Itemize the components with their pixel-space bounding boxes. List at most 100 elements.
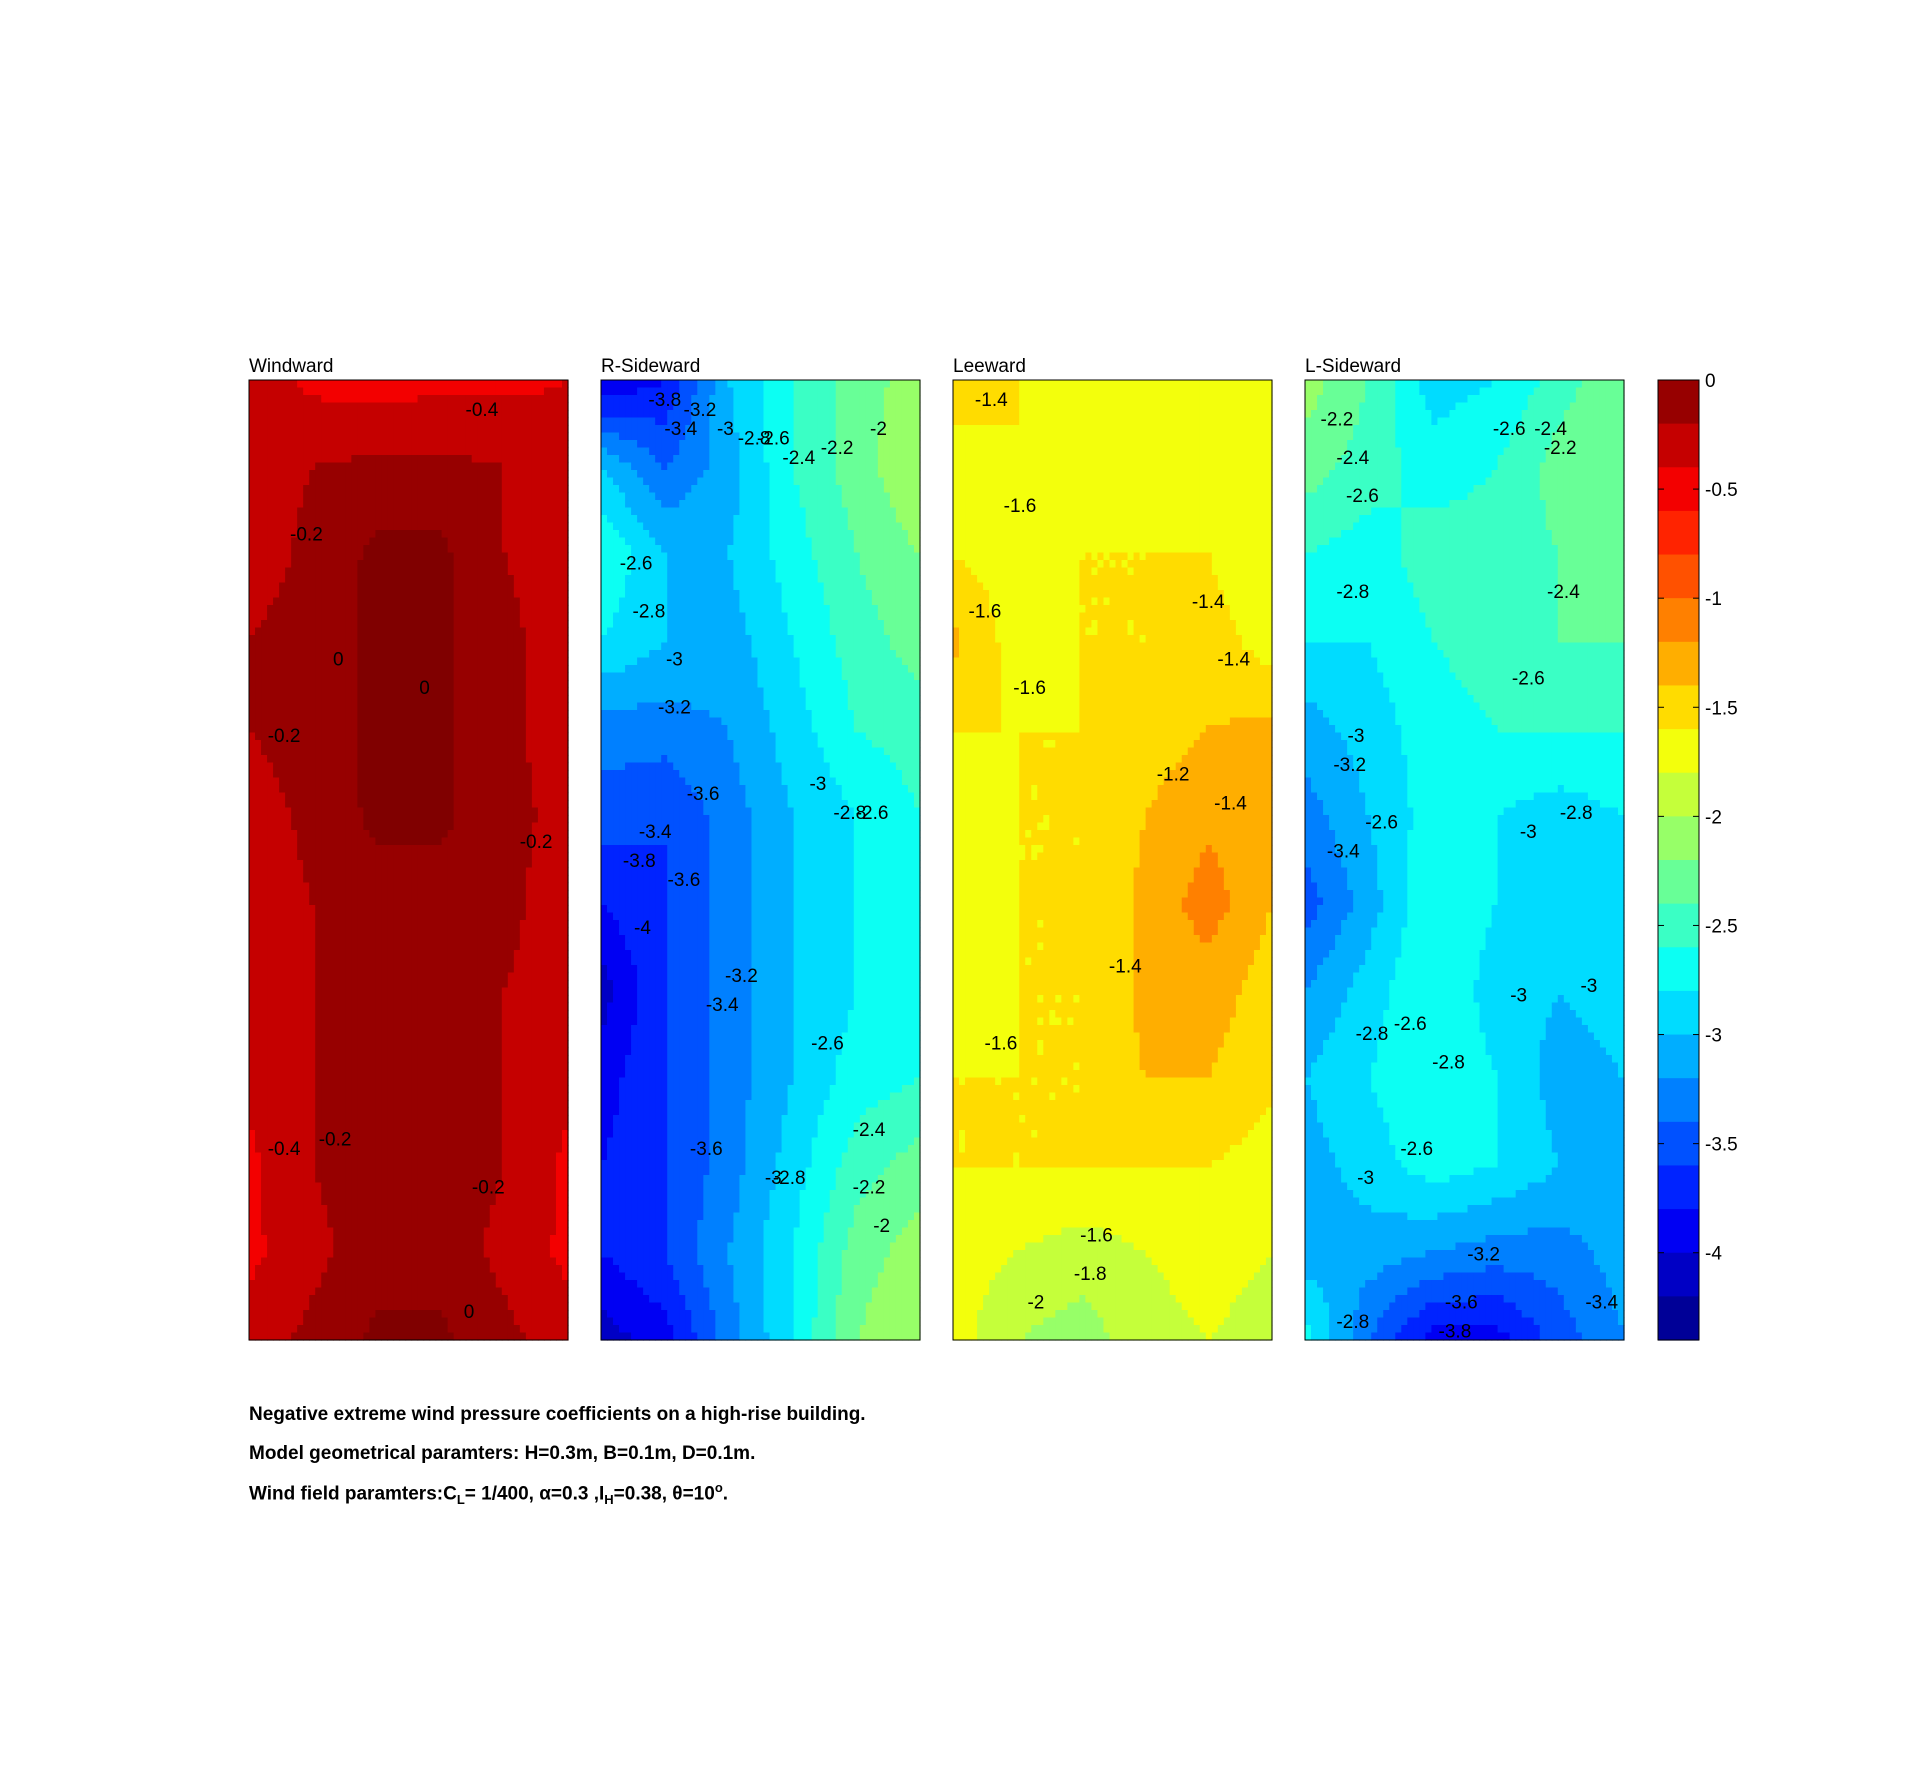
contour-cell <box>375 830 382 838</box>
contour-cell <box>484 568 491 576</box>
contour-cell <box>538 485 545 493</box>
contour-cell <box>279 643 286 651</box>
contour-cell <box>544 605 551 613</box>
contour-cell <box>399 815 406 823</box>
contour-cell <box>285 560 292 568</box>
contour-cell <box>418 740 425 748</box>
contour-cell <box>369 665 376 673</box>
contour-cell <box>430 725 437 733</box>
contour-cell <box>399 755 406 763</box>
contour-cell <box>291 620 298 628</box>
contour-cell <box>291 875 298 883</box>
contour-cell <box>532 635 539 643</box>
contour-cell <box>285 568 292 576</box>
contour-cell <box>321 515 328 523</box>
contour-cell <box>357 740 364 748</box>
contour-cell <box>472 913 479 921</box>
contour-cell <box>424 448 431 456</box>
contour-cell <box>496 905 503 913</box>
contour-cell <box>273 388 280 396</box>
contour-cell <box>297 875 304 883</box>
contour-cell <box>351 785 358 793</box>
contour-cell <box>466 500 473 508</box>
contour-cell <box>345 673 352 681</box>
contour-cell <box>424 650 431 658</box>
contour-cell <box>381 770 388 778</box>
contour-cell <box>357 763 364 771</box>
contour-cell <box>345 448 352 456</box>
contour-cell <box>496 763 503 771</box>
contour-cell <box>393 560 400 568</box>
contour-cell <box>309 800 316 808</box>
contour-cell <box>478 673 485 681</box>
contour-cell <box>556 538 563 546</box>
contour-cell <box>327 515 334 523</box>
contour-cell <box>496 755 503 763</box>
contour-cell <box>532 455 539 463</box>
contour-cell <box>436 650 443 658</box>
contour-cell <box>369 605 376 613</box>
contour-cell <box>532 463 539 471</box>
contour-cell <box>273 620 280 628</box>
contour-cell <box>472 650 479 658</box>
contour-cell <box>424 395 431 403</box>
contour-cell <box>538 500 545 508</box>
contour-cell <box>538 673 545 681</box>
contour-cell <box>448 815 455 823</box>
contour-cell <box>297 770 304 778</box>
contour-cell <box>550 538 557 546</box>
contour-cell <box>327 733 334 741</box>
contour-cell <box>484 905 491 913</box>
contour-cell <box>273 695 280 703</box>
contour-cell <box>387 613 394 621</box>
contour-cell <box>351 748 358 756</box>
contour-cell <box>363 725 370 733</box>
contour-cell <box>448 838 455 846</box>
contour-cell <box>514 815 521 823</box>
contour-cell <box>357 538 364 546</box>
contour-cell <box>405 905 412 913</box>
contour-cell <box>496 883 503 891</box>
contour-cell <box>393 538 400 546</box>
contour-cell <box>399 515 406 523</box>
contour-cell <box>478 485 485 493</box>
contour-cell <box>472 515 479 523</box>
contour-cell <box>472 785 479 793</box>
contour-cell <box>418 605 425 613</box>
contour-cell <box>351 853 358 861</box>
contour-cell <box>436 620 443 628</box>
contour-cell <box>363 523 370 531</box>
contour-cell <box>393 478 400 486</box>
contour-cell <box>526 650 533 658</box>
contour-cell <box>261 493 268 501</box>
contour-cell <box>291 830 298 838</box>
contour-cell <box>315 740 322 748</box>
contour-cell <box>267 845 274 853</box>
contour-cell <box>375 740 382 748</box>
contour-cell <box>381 425 388 433</box>
contour-cell <box>255 733 262 741</box>
contour-cell <box>436 718 443 726</box>
contour-cell <box>556 650 563 658</box>
contour-cell <box>508 748 515 756</box>
contour-cell <box>460 755 467 763</box>
contour-cell <box>436 913 443 921</box>
contour-cell <box>496 815 503 823</box>
contour-cell <box>430 575 437 583</box>
contour-cell <box>466 793 473 801</box>
contour-cell <box>478 658 485 666</box>
contour-cell <box>255 868 262 876</box>
contour-cell <box>550 590 557 598</box>
contour-cell <box>405 560 412 568</box>
contour-cell <box>532 523 539 531</box>
contour-cell <box>273 673 280 681</box>
contour-cell <box>279 388 286 396</box>
contour-cell <box>363 403 370 411</box>
contour-cell <box>478 830 485 838</box>
contour-cell <box>484 748 491 756</box>
contour-cell <box>412 725 419 733</box>
contour-cell <box>315 860 322 868</box>
contour-cell <box>538 418 545 426</box>
contour-cell <box>502 493 509 501</box>
contour-cell <box>351 523 358 531</box>
